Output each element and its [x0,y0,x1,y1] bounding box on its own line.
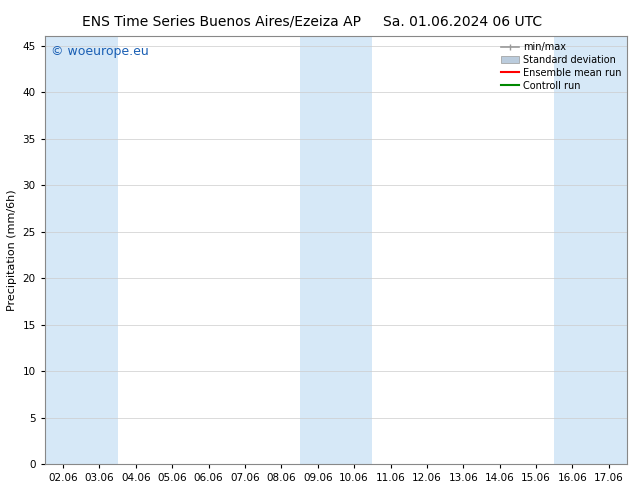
Bar [299,36,372,464]
Bar [45,36,117,464]
Y-axis label: Precipitation (mm/6h): Precipitation (mm/6h) [7,189,17,311]
Text: ENS Time Series Buenos Aires/Ezeiza AP: ENS Time Series Buenos Aires/Ezeiza AP [82,15,361,29]
Text: Sa. 01.06.2024 06 UTC: Sa. 01.06.2024 06 UTC [384,15,542,29]
Bar [554,36,627,464]
Legend: min/max, Standard deviation, Ensemble mean run, Controll run: min/max, Standard deviation, Ensemble me… [498,38,625,95]
Text: © woeurope.eu: © woeurope.eu [51,45,148,58]
